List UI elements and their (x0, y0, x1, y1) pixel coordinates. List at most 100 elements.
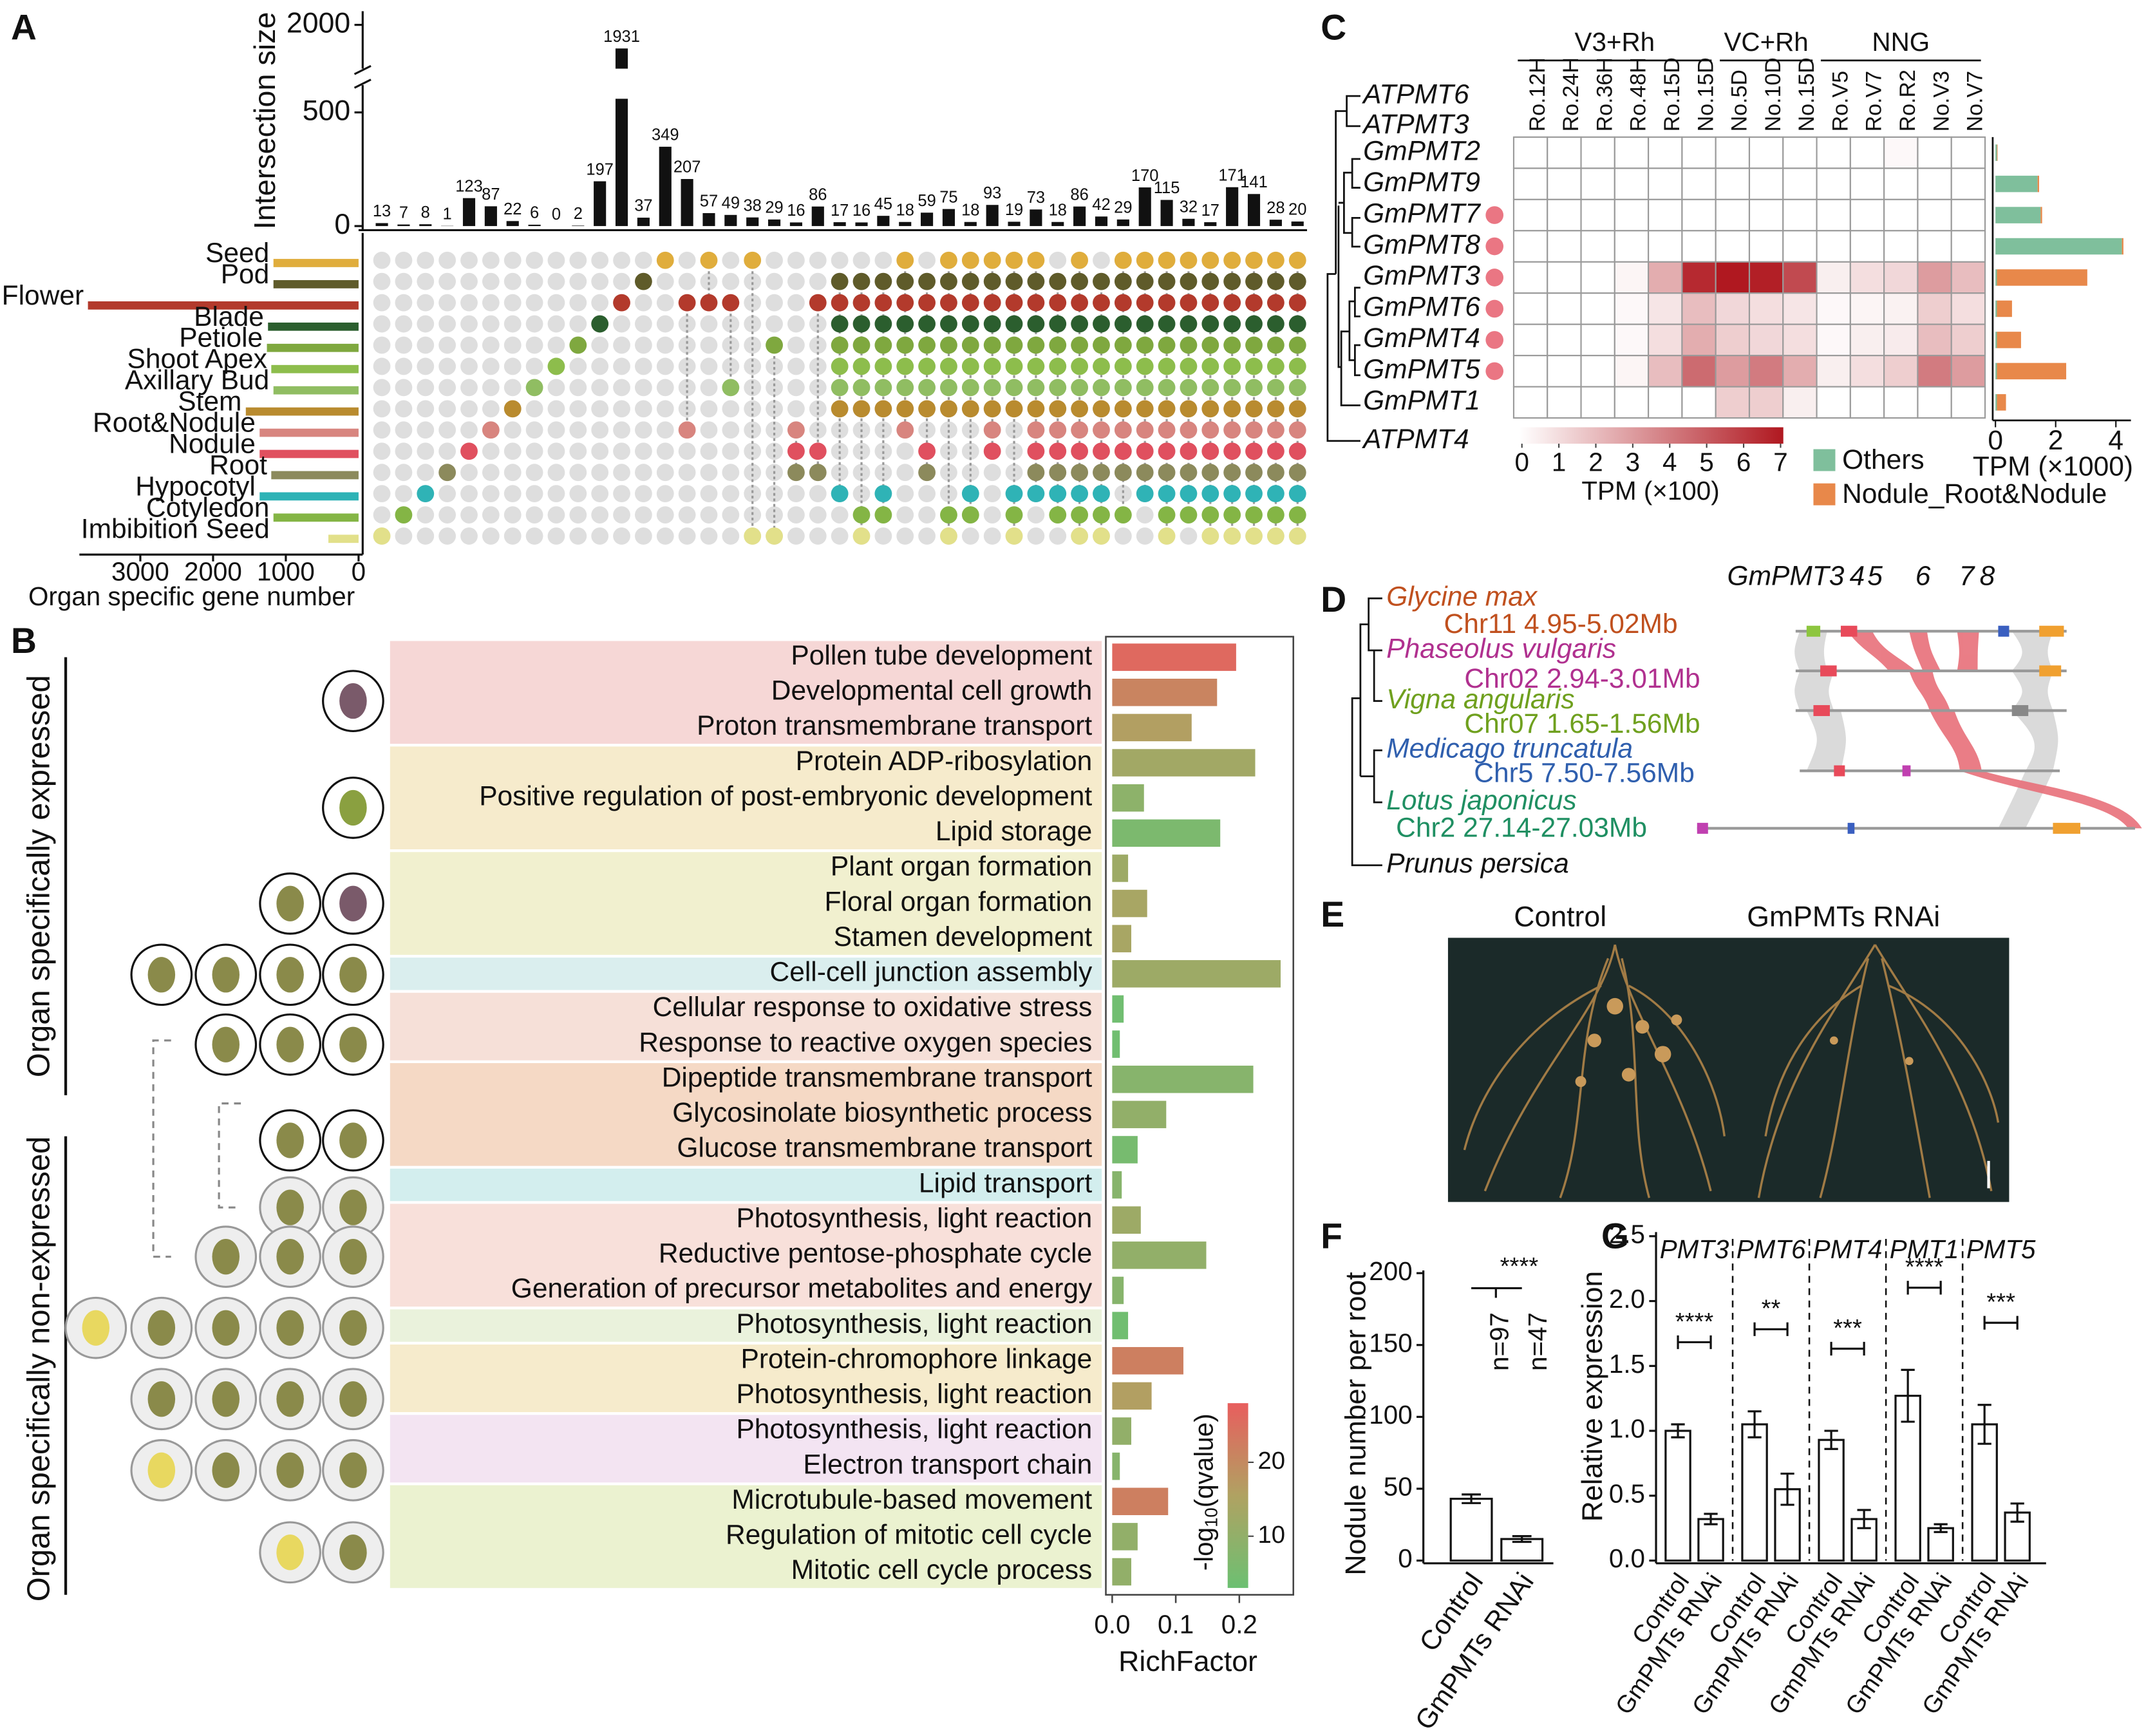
heat-cell (1648, 167, 1683, 200)
gene (1697, 822, 1708, 834)
dot-empty (874, 464, 892, 482)
value-label: 57 (700, 193, 718, 211)
value-label: 17 (831, 202, 849, 220)
bar (1008, 222, 1021, 227)
x-axis-label: RichFactor (1118, 1646, 1257, 1677)
dot-filled (852, 336, 871, 354)
highlight-dot (1485, 206, 1504, 224)
value-label: 123 (455, 177, 483, 195)
y-tick-label: 0 (334, 209, 350, 240)
heat-cell (1748, 386, 1784, 419)
dot-filled (918, 379, 936, 397)
row-label: GmPMT7 (1363, 198, 1481, 229)
dot-empty (547, 294, 565, 312)
heat-cell (1681, 386, 1717, 419)
dot-filled (983, 442, 1001, 460)
dot-filled (874, 506, 892, 524)
bar (484, 206, 497, 227)
dot-filled (831, 400, 849, 418)
dot-empty (395, 251, 413, 269)
gene-number: 4 (1850, 561, 1865, 592)
heat-cell (1816, 292, 1851, 325)
dot-empty (852, 485, 871, 503)
heat-cell (1648, 386, 1683, 419)
ribbon (1959, 771, 2142, 829)
group-label: PMT5 (1966, 1234, 2036, 1264)
dot-filled (1201, 485, 1219, 503)
dot-filled (961, 315, 979, 333)
dot-empty (504, 336, 522, 354)
row-label: GmPMT1 (1363, 386, 1480, 416)
dot-filled (1266, 294, 1285, 312)
species-region: Chr2 27.14-27.03Mb (1396, 813, 1647, 844)
x-tick-label: 2 (2048, 426, 2064, 456)
bar (1112, 679, 1218, 706)
species-name: Medicago truncatula (1386, 733, 1633, 764)
y-tick-label: 1.0 (1609, 1414, 1645, 1444)
heat-cell (1782, 198, 1818, 232)
dot-empty (809, 506, 827, 524)
dot-filled (1071, 421, 1089, 439)
dot-filled (1005, 272, 1023, 290)
term-label: Protein-chromophore linkage (741, 1344, 1093, 1374)
dot-empty (634, 379, 652, 397)
tree-label: ATPMT4 (1361, 424, 1469, 455)
significance-bracket (1677, 1335, 1712, 1350)
dot-empty (438, 400, 456, 418)
dot-filled (1071, 464, 1089, 482)
dot-empty (373, 357, 391, 375)
term-label: Glycosinolate biosynthetic process (672, 1098, 1092, 1128)
dot-filled (1005, 506, 1023, 524)
dot-filled (1027, 464, 1045, 482)
dot-empty (438, 506, 456, 524)
dot-filled (1288, 294, 1306, 312)
dot-filled (1180, 336, 1198, 354)
heat-cell (1917, 292, 1952, 325)
term-label: Developmental cell growth (771, 676, 1092, 706)
bar (1818, 1439, 1845, 1562)
dot-empty (896, 527, 914, 545)
dot-filled (961, 294, 979, 312)
dot-filled (1223, 527, 1241, 545)
dot-filled (1027, 442, 1045, 460)
x-tick-label: 3000 (111, 557, 169, 587)
y-tick-label: 1.5 (1609, 1349, 1645, 1379)
value-label: 86 (809, 185, 827, 203)
ribbon (1847, 631, 1916, 671)
heat-cell (1883, 230, 1919, 263)
set-size-bar (268, 322, 359, 331)
dot-empty (373, 442, 391, 460)
dot-empty (656, 464, 674, 482)
bar (1664, 1429, 1691, 1562)
dot-empty (700, 506, 718, 524)
bar (1138, 187, 1151, 227)
dot-filled (1136, 251, 1154, 269)
group-band (390, 958, 1102, 990)
nodule (1635, 1019, 1650, 1034)
bar (1112, 1312, 1129, 1339)
dot-filled (1136, 272, 1154, 290)
dot-filled (1245, 315, 1263, 333)
dot-empty (373, 379, 391, 397)
dot-empty (983, 464, 1001, 482)
heat-cell (1580, 198, 1615, 232)
column-label: Ro.V7 (1862, 71, 1887, 132)
legend-swatch (1813, 483, 1836, 505)
legend-label: Nodule_Root&Nodule (1842, 479, 2107, 509)
dot-empty (417, 315, 435, 333)
heat-cell (1883, 136, 1919, 169)
dot-empty (417, 379, 435, 397)
colorbar (1519, 427, 1784, 444)
dot-empty (1114, 527, 1132, 545)
ribbon (1957, 631, 1979, 671)
organ-icon-shape (339, 1239, 367, 1275)
dot-empty (722, 421, 740, 439)
synteny-highlight (1847, 631, 2142, 829)
column-label: No.V3 (1929, 71, 1953, 132)
dot-empty (744, 272, 762, 290)
heat-cell (1681, 167, 1717, 200)
bar (1894, 1395, 1921, 1562)
dot-empty (766, 357, 783, 375)
dot-empty (504, 442, 522, 460)
dot-empty (613, 464, 630, 482)
